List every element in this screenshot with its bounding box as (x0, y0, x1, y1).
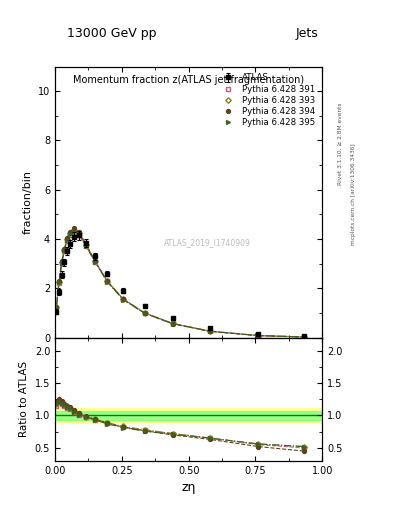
Pythia 6.428 393 (54, 304, 59, 310)
Pythia 6.428 391 (72, 228, 76, 234)
Pythia 6.428 394 (67, 229, 72, 235)
Pythia 6.428 391 (208, 328, 212, 334)
Pythia 6.428 393 (83, 242, 88, 248)
Pythia 6.428 391 (77, 232, 81, 239)
Text: ATLAS_2019_I1740909: ATLAS_2019_I1740909 (164, 238, 251, 247)
Pythia 6.428 391 (59, 261, 64, 267)
Pythia 6.428 394 (256, 333, 261, 339)
Legend: ATLAS, Pythia 6.428 391, Pythia 6.428 393, Pythia 6.428 394, Pythia 6.428 395: ATLAS, Pythia 6.428 391, Pythia 6.428 39… (215, 71, 318, 130)
Pythia 6.428 393 (208, 328, 212, 334)
Line: Pythia 6.428 395: Pythia 6.428 395 (54, 228, 305, 339)
Pythia 6.428 395 (62, 247, 67, 253)
Pythia 6.428 395 (105, 279, 110, 285)
Pythia 6.428 395 (65, 237, 70, 243)
Pythia 6.428 391 (170, 321, 175, 327)
Pythia 6.428 393 (93, 258, 97, 264)
Text: 13000 GeV pp: 13000 GeV pp (67, 27, 156, 40)
Y-axis label: Ratio to ATLAS: Ratio to ATLAS (19, 361, 29, 437)
Pythia 6.428 391 (105, 278, 110, 284)
Pythia 6.428 395 (83, 243, 88, 249)
Pythia 6.428 395 (57, 280, 61, 286)
Pythia 6.428 395 (121, 296, 125, 303)
Line: Pythia 6.428 394: Pythia 6.428 394 (54, 226, 305, 339)
Pythia 6.428 393 (105, 278, 110, 284)
Pythia 6.428 394 (170, 321, 175, 327)
Pythia 6.428 391 (65, 238, 70, 244)
Pythia 6.428 395 (142, 310, 147, 316)
Pythia 6.428 393 (62, 247, 67, 253)
Pythia 6.428 395 (59, 260, 64, 266)
Pythia 6.428 393 (72, 226, 76, 232)
Pythia 6.428 391 (256, 332, 261, 338)
Pythia 6.428 394 (57, 278, 61, 284)
Text: mcplots.cern.ch [arXiv:1306.3436]: mcplots.cern.ch [arXiv:1306.3436] (351, 144, 356, 245)
Pythia 6.428 395 (67, 230, 72, 237)
Pythia 6.428 391 (57, 280, 61, 286)
Pythia 6.428 393 (142, 310, 147, 316)
Text: Jets: Jets (296, 27, 318, 40)
Pythia 6.428 393 (67, 230, 72, 236)
Pythia 6.428 394 (72, 225, 76, 231)
Pythia 6.428 395 (77, 231, 81, 238)
Pythia 6.428 393 (301, 334, 306, 340)
Pythia 6.428 391 (62, 248, 67, 254)
Pythia 6.428 391 (93, 259, 97, 265)
Line: Pythia 6.428 391: Pythia 6.428 391 (54, 229, 305, 339)
Pythia 6.428 393 (65, 236, 70, 242)
Pythia 6.428 393 (59, 259, 64, 265)
Line: Pythia 6.428 393: Pythia 6.428 393 (54, 227, 305, 339)
Pythia 6.428 393 (256, 332, 261, 338)
Pythia 6.428 395 (301, 334, 306, 340)
Pythia 6.428 395 (208, 328, 212, 334)
Pythia 6.428 391 (54, 305, 59, 311)
Pythia 6.428 391 (121, 296, 125, 302)
Pythia 6.428 395 (93, 259, 97, 265)
Text: Momentum fraction z(ATLAS jet fragmentation): Momentum fraction z(ATLAS jet fragmentat… (73, 75, 304, 84)
Pythia 6.428 395 (54, 304, 59, 310)
Pythia 6.428 394 (59, 258, 64, 264)
Pythia 6.428 394 (301, 334, 306, 340)
Pythia 6.428 395 (256, 332, 261, 338)
Pythia 6.428 394 (121, 296, 125, 302)
Pythia 6.428 394 (93, 258, 97, 264)
Pythia 6.428 393 (121, 295, 125, 302)
Y-axis label: fraction/bin: fraction/bin (22, 170, 32, 234)
Text: Rivet 3.1.10, ≥ 2.8M events: Rivet 3.1.10, ≥ 2.8M events (338, 102, 342, 185)
X-axis label: zη: zη (182, 481, 196, 494)
Pythia 6.428 391 (67, 231, 72, 238)
Pythia 6.428 394 (77, 229, 81, 236)
Pythia 6.428 394 (142, 310, 147, 316)
Pythia 6.428 394 (208, 328, 212, 334)
Pythia 6.428 391 (142, 310, 147, 316)
Pythia 6.428 394 (105, 278, 110, 284)
Pythia 6.428 393 (57, 279, 61, 285)
Pythia 6.428 391 (301, 334, 306, 340)
Pythia 6.428 394 (62, 246, 67, 252)
Pythia 6.428 391 (83, 243, 88, 249)
Pythia 6.428 394 (83, 241, 88, 247)
Pythia 6.428 395 (72, 227, 76, 233)
Pythia 6.428 394 (65, 236, 70, 242)
Pythia 6.428 393 (170, 321, 175, 327)
Pythia 6.428 394 (54, 304, 59, 310)
Pythia 6.428 395 (170, 321, 175, 327)
Pythia 6.428 393 (77, 230, 81, 237)
